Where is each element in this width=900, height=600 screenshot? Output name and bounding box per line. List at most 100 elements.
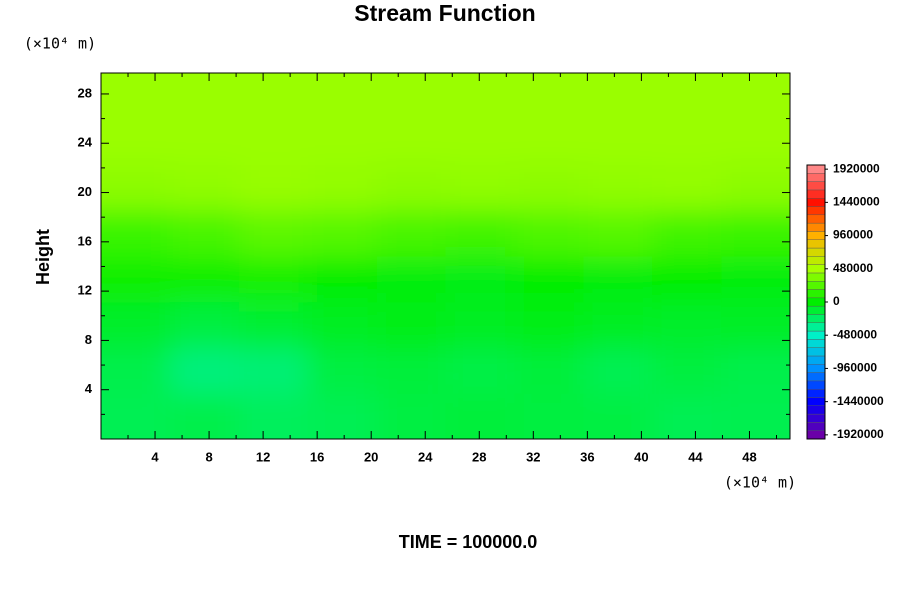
field-cell — [101, 256, 171, 303]
axes: 4 8 12 16 20 24 28 32 36 40 44 48481216202428-19200… — [78, 72, 884, 464]
colorbar-band — [806, 264, 826, 274]
field-cell — [445, 164, 515, 211]
y-tick-label: 12 — [78, 283, 92, 298]
x-tick-label: 32 — [526, 449, 540, 464]
field-cell — [721, 347, 790, 394]
colorbar-band — [806, 322, 826, 332]
colorbar-band — [806, 330, 826, 340]
field-cell — [445, 118, 515, 165]
field-cell — [583, 164, 653, 211]
field-cell — [652, 347, 722, 394]
field-cell — [101, 73, 171, 120]
colorbar-band — [806, 347, 826, 357]
field-cell — [376, 118, 446, 165]
colorbar-band — [806, 413, 826, 423]
field-cell — [238, 164, 309, 211]
field-cell — [514, 73, 584, 120]
y-tick-label: 28 — [78, 85, 92, 100]
field-cell — [445, 256, 515, 303]
field-cell — [169, 393, 240, 439]
field-cell — [514, 164, 584, 211]
field-cell — [376, 73, 446, 120]
field-cell — [652, 210, 722, 257]
x-tick-label: 12 — [256, 449, 270, 464]
colorbar-band — [806, 272, 826, 282]
colorbar-label: -1920000 — [833, 427, 884, 441]
field-cell — [307, 118, 378, 165]
field-cell — [169, 301, 240, 348]
field-cell — [445, 393, 515, 439]
field-cell — [721, 118, 790, 165]
colorbar-band — [806, 281, 826, 290]
y-axis-label: Height — [33, 229, 53, 285]
colorbar-band — [806, 422, 826, 431]
field-cell — [101, 164, 171, 211]
colorbar-label: 0 — [833, 294, 840, 308]
field-cell — [238, 210, 309, 257]
colorbar-band — [806, 314, 826, 323]
field-cell — [238, 256, 309, 303]
field-cell — [376, 393, 446, 439]
plot-frame — [100, 72, 791, 440]
colorbar-label: -960000 — [833, 361, 877, 375]
field-cell — [652, 164, 722, 211]
x-tick-label: 24 — [418, 449, 433, 464]
field-cell — [445, 347, 515, 394]
field-cell — [376, 210, 446, 257]
field-cell — [307, 256, 378, 303]
field-cell — [238, 73, 309, 120]
field-cell — [101, 393, 171, 439]
field-cell — [376, 164, 446, 211]
colorbar-band — [806, 247, 826, 257]
field-cell — [583, 301, 653, 348]
colorbar-label: -1440000 — [833, 394, 884, 408]
colorbar-band — [806, 256, 826, 265]
x-unit: (×10⁴ m) — [724, 474, 796, 492]
field-cell — [169, 256, 240, 303]
field-cell — [721, 73, 790, 120]
field-cell — [445, 210, 515, 257]
field-cell — [721, 393, 790, 439]
x-tick-label: 4 — [151, 449, 159, 464]
colorbar-band — [806, 297, 826, 307]
colorbar-band — [806, 397, 826, 406]
y-tick-label: 4 — [85, 381, 93, 396]
colorbar-band — [806, 289, 826, 299]
colorbar-band — [806, 231, 826, 240]
colorbar-band — [806, 181, 826, 191]
colorbar-band — [806, 214, 826, 224]
field-cell — [101, 118, 171, 165]
y-tick-label: 20 — [78, 184, 92, 199]
y-tick-label: 24 — [78, 135, 93, 150]
colorbar-band — [806, 239, 826, 249]
chart-title: Stream Function — [354, 0, 535, 26]
field-cell — [721, 164, 790, 211]
field-cell — [721, 256, 790, 303]
colorbar-band — [806, 372, 826, 382]
field-cell — [101, 210, 171, 257]
colorbar-band — [806, 380, 826, 390]
field-cell — [101, 301, 171, 348]
colorbar-band — [806, 305, 826, 315]
field-cell — [514, 118, 584, 165]
colorbar-band — [806, 430, 826, 440]
field-cell — [445, 301, 515, 348]
x-tick-label: 48 — [742, 449, 756, 464]
colorbar-band — [806, 222, 826, 232]
field-cell — [169, 164, 240, 211]
field-cell — [238, 347, 309, 394]
field-cell — [307, 164, 378, 211]
colorbar-label: 1440000 — [833, 195, 880, 209]
field-cell — [376, 301, 446, 348]
colorbar-band — [806, 206, 826, 216]
colorbar-label: 960000 — [833, 228, 873, 242]
y-unit: (×10⁴ m) — [24, 35, 96, 53]
colorbar-band — [806, 339, 826, 348]
field-cell — [652, 73, 722, 120]
field-cell — [514, 256, 584, 303]
field-cell — [583, 347, 653, 394]
y-tick-label: 16 — [78, 233, 92, 248]
colorbar-band — [806, 164, 826, 174]
